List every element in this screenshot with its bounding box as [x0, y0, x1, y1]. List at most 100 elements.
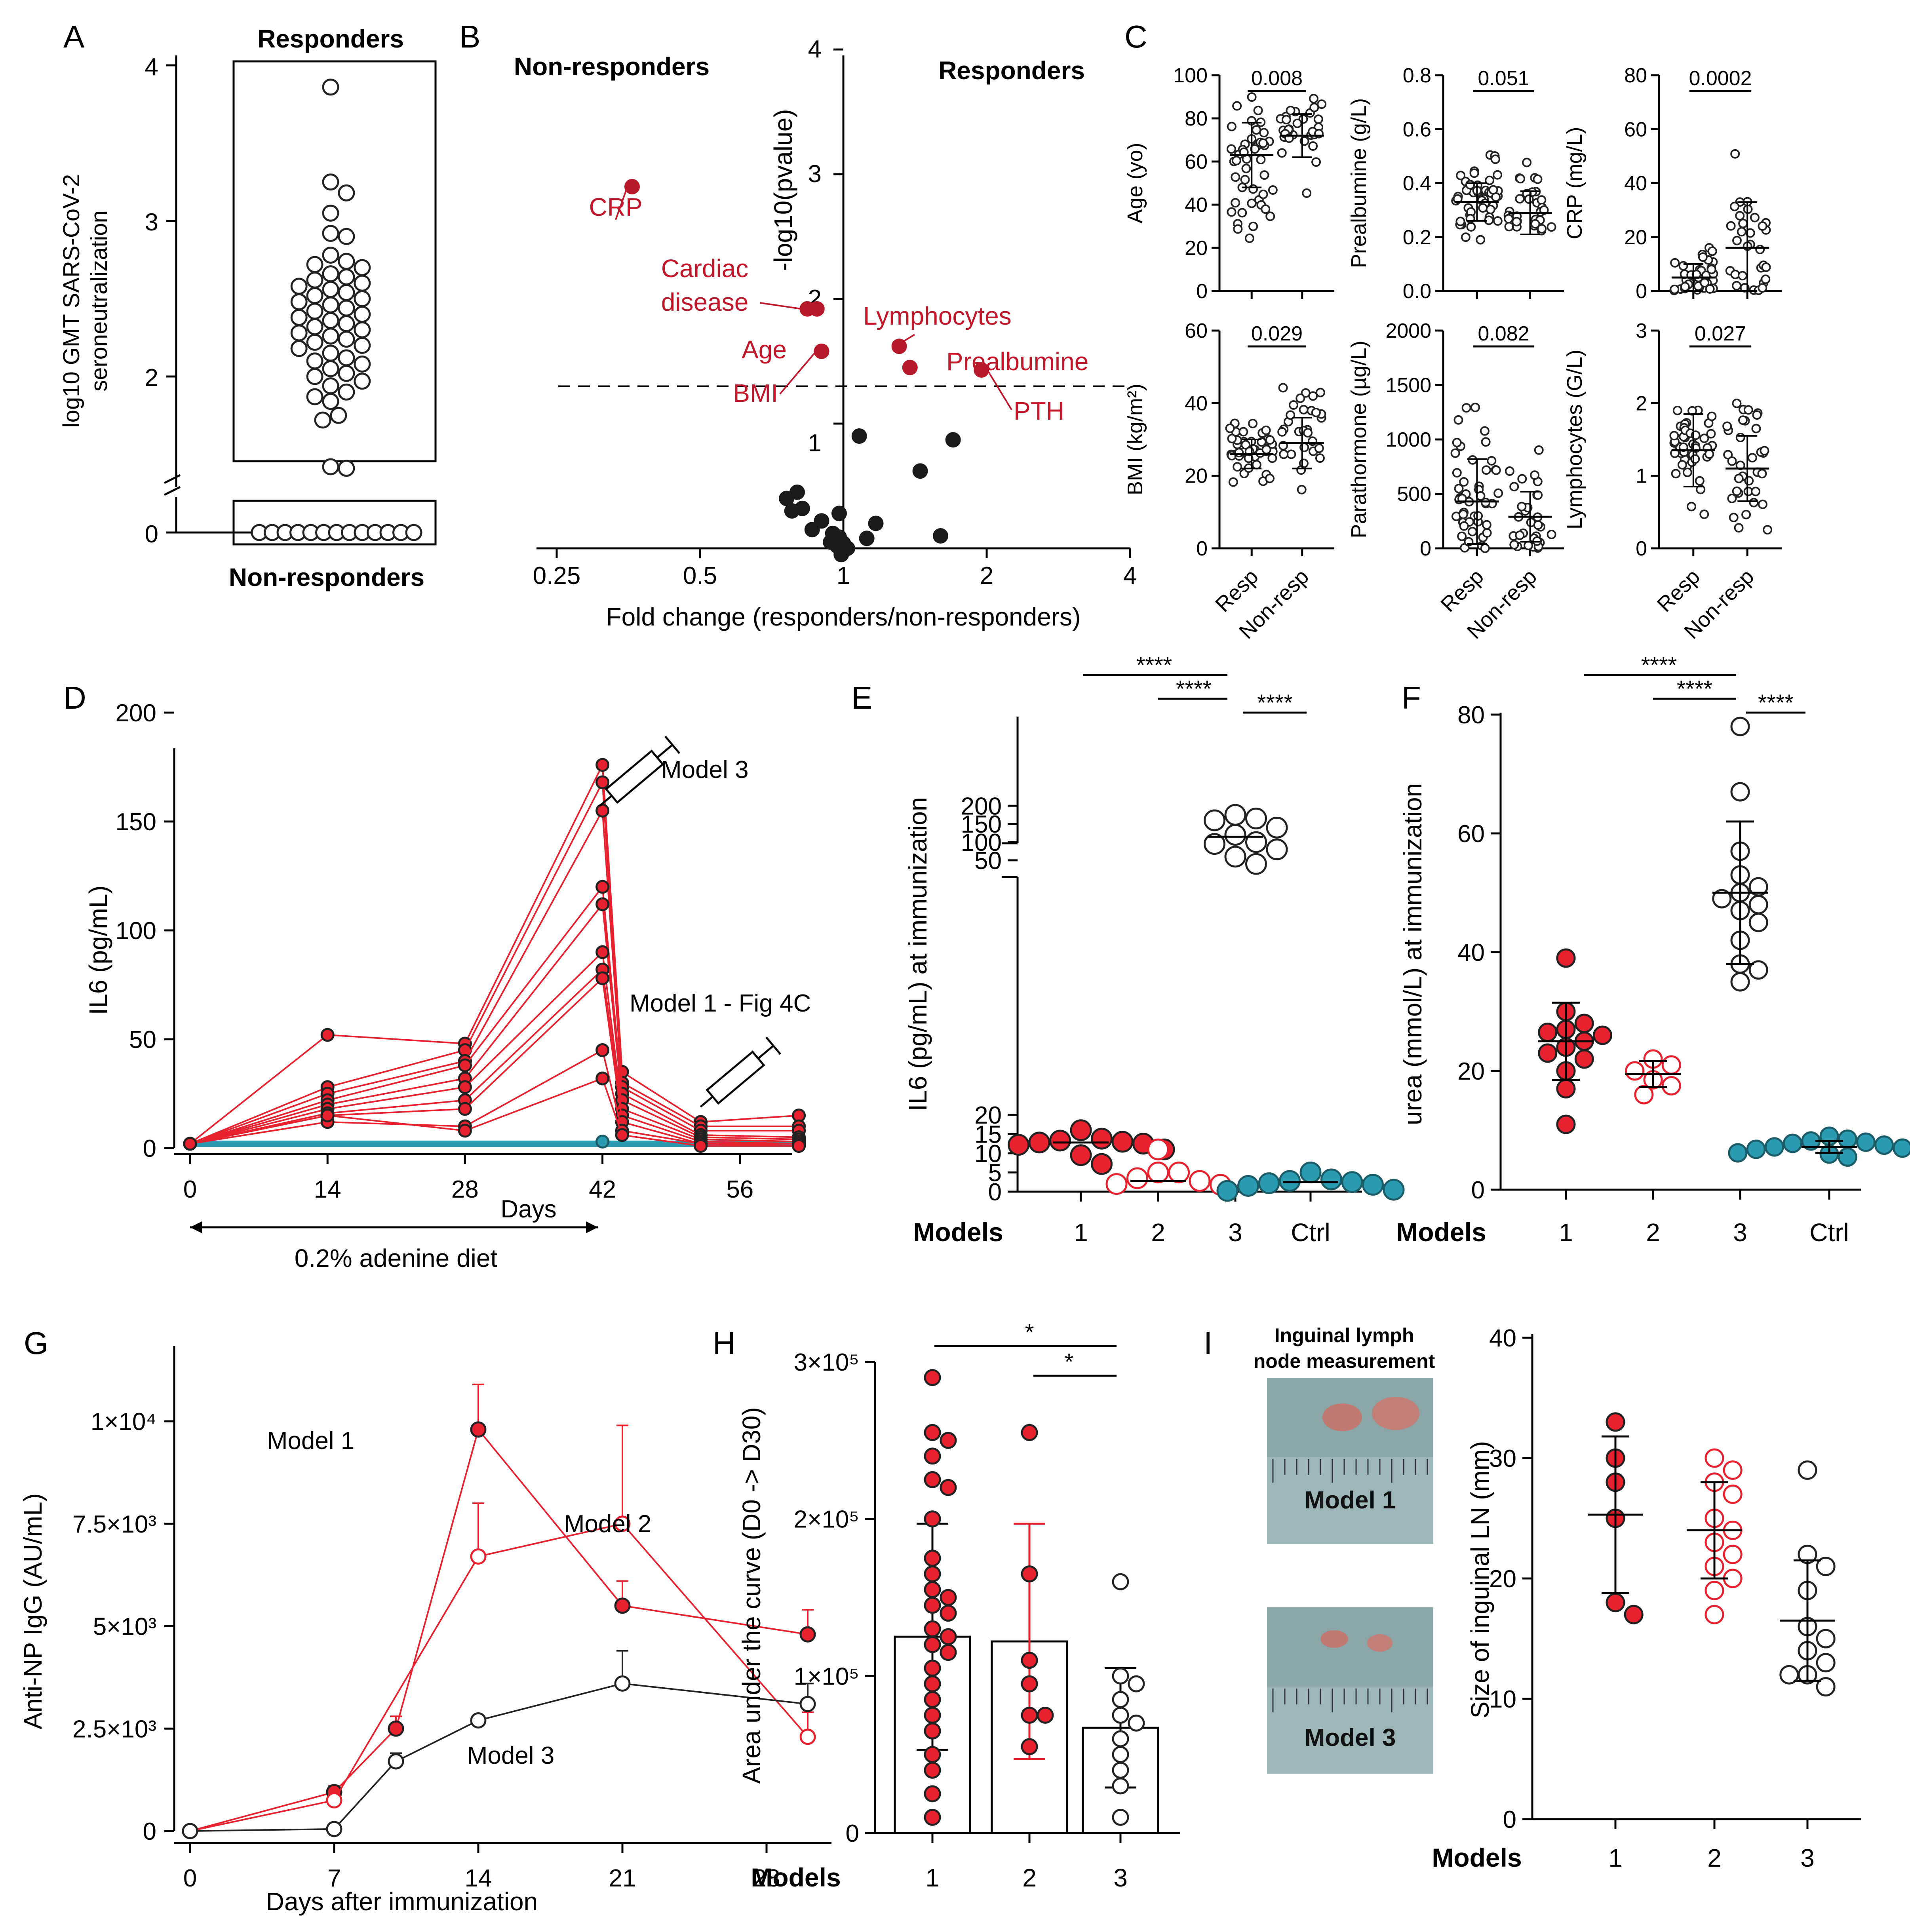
- point-g: [799, 1696, 816, 1712]
- point-c: [1453, 415, 1463, 425]
- point-e: [1189, 1170, 1211, 1192]
- point-a-responder: [322, 327, 339, 345]
- syringe-icon-cap: [664, 736, 681, 754]
- point-c: [1238, 427, 1248, 437]
- ylabel-c: Parathormone (µg/L): [1347, 340, 1371, 538]
- point-c: [1311, 407, 1321, 417]
- point-e: [1070, 1119, 1092, 1141]
- ylabel-f: urea (mmol/L) at immunization: [1398, 783, 1427, 1125]
- point-f: [1748, 960, 1768, 980]
- point-c: [1281, 115, 1291, 125]
- xtick-g: 0: [183, 1865, 197, 1892]
- point-c: [1516, 174, 1526, 184]
- point-a-responder: [322, 224, 339, 242]
- point-d: [595, 1071, 610, 1086]
- point-e: [1320, 1168, 1342, 1190]
- point-c: [1237, 208, 1247, 218]
- point-h: [940, 1432, 957, 1449]
- point-a-responder: [322, 78, 339, 96]
- xtick-b: 2: [980, 562, 993, 589]
- ytick-e: 10: [974, 1140, 1002, 1168]
- point-c: [1699, 434, 1709, 443]
- ytick-e: 15: [974, 1121, 1002, 1149]
- point-c: [1723, 450, 1733, 460]
- point-h: [1112, 1761, 1129, 1779]
- xtick-f: 2: [1646, 1218, 1660, 1247]
- point-c: [1231, 156, 1241, 165]
- point-c: [1459, 521, 1469, 531]
- point-f: [1556, 1079, 1576, 1099]
- point-f: [1556, 948, 1576, 968]
- series-d: [189, 762, 799, 1145]
- point-h: [924, 1447, 941, 1465]
- point-c: [1743, 405, 1753, 415]
- point-a-responder: [338, 349, 355, 367]
- point-f: [1748, 895, 1768, 915]
- point-d: [458, 1124, 472, 1138]
- point-a-responder: [322, 173, 339, 191]
- point-a-responder: [354, 259, 371, 276]
- point-c: [1265, 435, 1275, 445]
- point-e: [1266, 838, 1288, 860]
- point-c: [1524, 194, 1534, 204]
- xtick-e: 1: [1074, 1218, 1088, 1247]
- point-b-labeled: [624, 179, 640, 194]
- point-f: [1592, 1025, 1612, 1045]
- xtick-g: 28: [753, 1865, 780, 1892]
- point-d-teal: [595, 1135, 610, 1149]
- point-c: [1698, 252, 1708, 262]
- ytick-g: 1×10⁴: [91, 1408, 156, 1436]
- point-d: [792, 1139, 806, 1153]
- pval-c: 0.082: [1478, 322, 1529, 345]
- point-g: [388, 1753, 404, 1770]
- ytick-b: 4: [808, 36, 822, 63]
- point-c: [1488, 185, 1498, 195]
- ytick-c: 3: [1636, 319, 1647, 342]
- point-e: [1126, 1167, 1148, 1189]
- point-g: [614, 1597, 631, 1614]
- ytick-e: 5: [988, 1160, 1002, 1187]
- point-a-responder: [338, 315, 355, 332]
- ytick-c: 0.8: [1403, 64, 1431, 87]
- point-c: [1467, 527, 1477, 536]
- leader-b: [760, 302, 802, 310]
- point-f: [1874, 1135, 1894, 1155]
- xlabel-g: Days after immunization: [266, 1887, 538, 1916]
- xtick-d: 56: [726, 1176, 753, 1203]
- point-h: [924, 1761, 941, 1779]
- point-c: [1699, 510, 1709, 519]
- point-i: [1816, 1677, 1836, 1697]
- point-c: [1308, 141, 1318, 151]
- point-e: [1237, 1175, 1259, 1197]
- ytick-b: 1: [808, 430, 822, 457]
- point-a-responder: [338, 184, 355, 202]
- point-h: [924, 1581, 941, 1598]
- point-a-responder: [354, 290, 371, 307]
- point-c: [1466, 222, 1476, 232]
- ytick-h: 1×10⁵: [794, 1663, 859, 1690]
- point-b-labeled: [799, 301, 815, 317]
- ytick-c: 60: [1185, 319, 1208, 342]
- point-c: [1504, 222, 1514, 232]
- point-c: [1530, 219, 1540, 229]
- panel-letter-D: D: [63, 680, 86, 715]
- point-h: [1021, 1738, 1038, 1755]
- point-d: [458, 1058, 472, 1072]
- ytick-c: 0: [1196, 537, 1208, 560]
- label-b-lymph: Lymphocytes: [863, 302, 1012, 330]
- point-c: [1315, 388, 1325, 397]
- point-d: [615, 1128, 629, 1142]
- point-h: [1112, 1667, 1129, 1685]
- xlabel-h: Models: [751, 1863, 841, 1892]
- point-c: [1261, 204, 1271, 214]
- xtick-g: 21: [609, 1865, 636, 1892]
- point-g: [614, 1516, 631, 1532]
- point-c: [1741, 510, 1751, 519]
- point-d: [595, 804, 610, 818]
- point-a-responder: [338, 331, 355, 348]
- point-c: [1493, 488, 1503, 498]
- ytick-a-3: 3: [145, 209, 158, 236]
- point-c: [1226, 144, 1236, 154]
- ytick-e: 100: [961, 829, 1002, 856]
- ytick-a-4: 4: [145, 53, 158, 81]
